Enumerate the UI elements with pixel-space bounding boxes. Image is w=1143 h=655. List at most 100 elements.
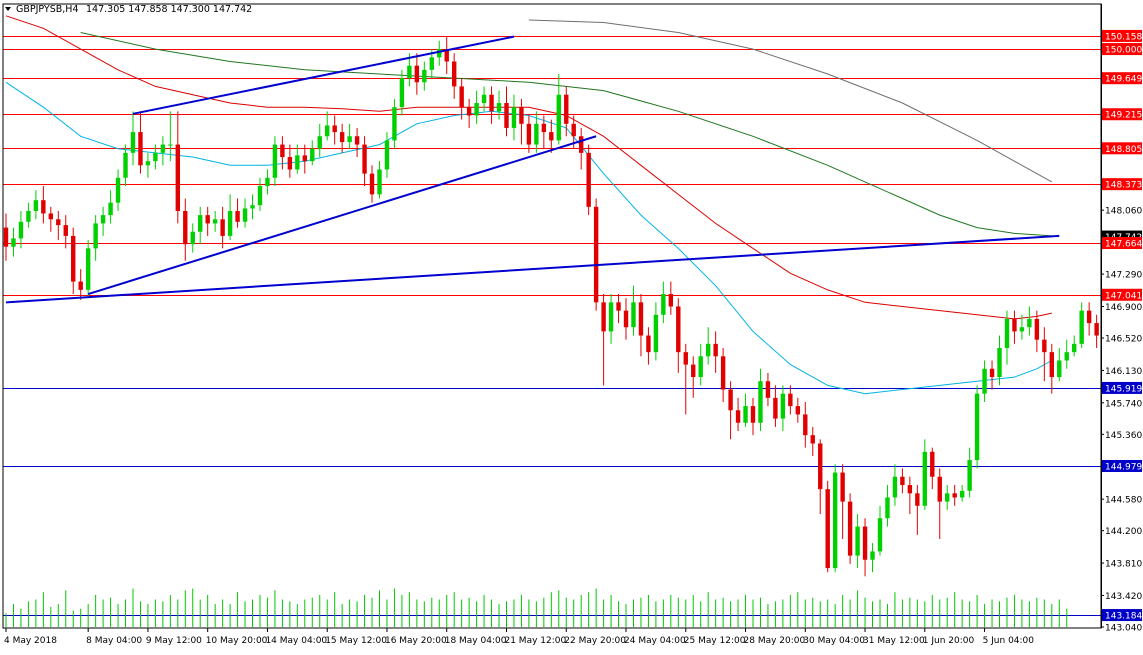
triangle-down-icon[interactable] bbox=[5, 7, 11, 11]
bearish-candle[interactable] bbox=[339, 123, 345, 153]
bullish-candle[interactable] bbox=[85, 240, 91, 299]
bearish-candle[interactable] bbox=[280, 136, 285, 170]
bearish-candle[interactable] bbox=[952, 485, 957, 506]
bearish-candle[interactable] bbox=[601, 294, 606, 386]
bearish-candle[interactable] bbox=[646, 327, 651, 365]
bullish-candle[interactable] bbox=[855, 514, 860, 569]
bearish-candle[interactable] bbox=[900, 468, 905, 494]
bearish-candle[interactable] bbox=[63, 215, 68, 249]
bearish-candle[interactable] bbox=[616, 294, 621, 324]
bearish-candle[interactable] bbox=[287, 144, 293, 178]
bearish-candle[interactable] bbox=[489, 86, 494, 124]
bearish-candle[interactable] bbox=[937, 468, 942, 539]
bullish-candle[interactable] bbox=[870, 543, 875, 573]
bearish-candle[interactable] bbox=[683, 343, 688, 415]
bullish-candle[interactable] bbox=[317, 123, 322, 158]
bullish-candle[interactable] bbox=[310, 140, 315, 166]
bullish-candle[interactable] bbox=[212, 210, 218, 232]
bullish-candle[interactable] bbox=[295, 144, 300, 174]
bearish-candle[interactable] bbox=[676, 298, 681, 373]
bearish-candle[interactable] bbox=[519, 98, 524, 145]
bullish-candle[interactable] bbox=[100, 206, 106, 236]
bearish-candle[interactable] bbox=[862, 518, 868, 577]
bullish-candle[interactable] bbox=[130, 111, 136, 166]
bullish-candle[interactable] bbox=[1019, 314, 1025, 340]
bearish-candle[interactable] bbox=[549, 119, 554, 153]
bullish-candle[interactable] bbox=[1004, 310, 1010, 365]
bearish-candle[interactable] bbox=[989, 360, 995, 390]
bearish-candle[interactable] bbox=[332, 115, 337, 145]
bearish-candle[interactable] bbox=[586, 144, 591, 216]
bearish-candle[interactable] bbox=[638, 294, 644, 357]
bearish-candle[interactable] bbox=[452, 53, 457, 99]
bearish-candle[interactable] bbox=[56, 210, 61, 241]
bullish-candle[interactable] bbox=[153, 144, 158, 170]
bullish-candle[interactable] bbox=[653, 302, 659, 361]
bearish-candle[interactable] bbox=[720, 347, 726, 402]
bullish-candle[interactable] bbox=[160, 136, 166, 166]
bullish-candle[interactable] bbox=[877, 505, 883, 556]
bullish-candle[interactable] bbox=[422, 61, 427, 91]
bearish-candle[interactable] bbox=[41, 186, 46, 224]
bearish-candle[interactable] bbox=[302, 144, 307, 174]
bullish-candle[interactable] bbox=[108, 190, 113, 224]
bullish-candle[interactable] bbox=[168, 111, 173, 162]
bearish-candle[interactable] bbox=[205, 206, 210, 236]
bearish-candle[interactable] bbox=[235, 198, 240, 228]
bullish-candle[interactable] bbox=[631, 285, 636, 336]
bullish-candle[interactable] bbox=[661, 281, 666, 324]
bearish-candle[interactable] bbox=[578, 127, 584, 170]
bearish-candle[interactable] bbox=[466, 98, 472, 128]
bearish-candle[interactable] bbox=[175, 111, 181, 224]
bullish-candle[interactable] bbox=[967, 447, 972, 498]
bearish-candle[interactable] bbox=[765, 372, 771, 407]
bearish-candle[interactable] bbox=[362, 136, 367, 187]
bearish-candle[interactable] bbox=[818, 439, 823, 515]
bullish-candle[interactable] bbox=[997, 335, 1002, 386]
bearish-candle[interactable] bbox=[1012, 310, 1017, 344]
bullish-candle[interactable] bbox=[474, 90, 479, 124]
bullish-candle[interactable] bbox=[115, 169, 121, 211]
bullish-candle[interactable] bbox=[1027, 306, 1032, 336]
bullish-candle[interactable] bbox=[832, 464, 838, 573]
bullish-candle[interactable] bbox=[250, 194, 255, 220]
bearish-candle[interactable] bbox=[795, 397, 801, 423]
bearish-candle[interactable] bbox=[354, 127, 360, 158]
bearish-candle[interactable] bbox=[623, 298, 629, 340]
bearish-candle[interactable] bbox=[459, 78, 464, 120]
bearish-candle[interactable] bbox=[930, 447, 935, 490]
bullish-candle[interactable] bbox=[511, 94, 517, 141]
bearish-candle[interactable] bbox=[735, 397, 741, 432]
bullish-candle[interactable] bbox=[945, 485, 950, 510]
trendline[interactable] bbox=[132, 35, 515, 115]
bullish-candle[interactable] bbox=[26, 202, 31, 228]
bearish-candle[interactable] bbox=[220, 206, 225, 249]
bullish-candle[interactable] bbox=[18, 210, 24, 249]
bullish-candle[interactable] bbox=[93, 215, 98, 261]
bullish-candle[interactable] bbox=[982, 360, 987, 402]
bearish-candle[interactable] bbox=[504, 86, 509, 137]
bearish-candle[interactable] bbox=[840, 464, 845, 539]
bullish-candle[interactable] bbox=[922, 439, 928, 510]
bearish-candle[interactable] bbox=[810, 426, 815, 456]
bearish-candle[interactable] bbox=[750, 397, 756, 436]
bullish-candle[interactable] bbox=[892, 464, 898, 506]
bullish-candle[interactable] bbox=[257, 177, 263, 211]
bearish-candle[interactable] bbox=[1086, 302, 1092, 336]
bearish-candle[interactable] bbox=[414, 53, 420, 95]
bullish-candle[interactable] bbox=[384, 132, 390, 178]
bullish-candle[interactable] bbox=[33, 190, 39, 220]
bullish-candle[interactable] bbox=[608, 294, 614, 344]
bullish-candle[interactable] bbox=[534, 111, 539, 153]
bearish-candle[interactable] bbox=[668, 281, 674, 315]
bearish-candle[interactable] bbox=[728, 381, 733, 440]
bullish-candle[interactable] bbox=[885, 485, 890, 527]
bullish-candle[interactable] bbox=[974, 385, 980, 469]
bullish-candle[interactable] bbox=[698, 343, 703, 386]
bullish-candle[interactable] bbox=[959, 485, 965, 502]
bearish-candle[interactable] bbox=[788, 385, 793, 415]
bullish-candle[interactable] bbox=[145, 152, 151, 178]
bullish-candle[interactable] bbox=[705, 327, 711, 365]
